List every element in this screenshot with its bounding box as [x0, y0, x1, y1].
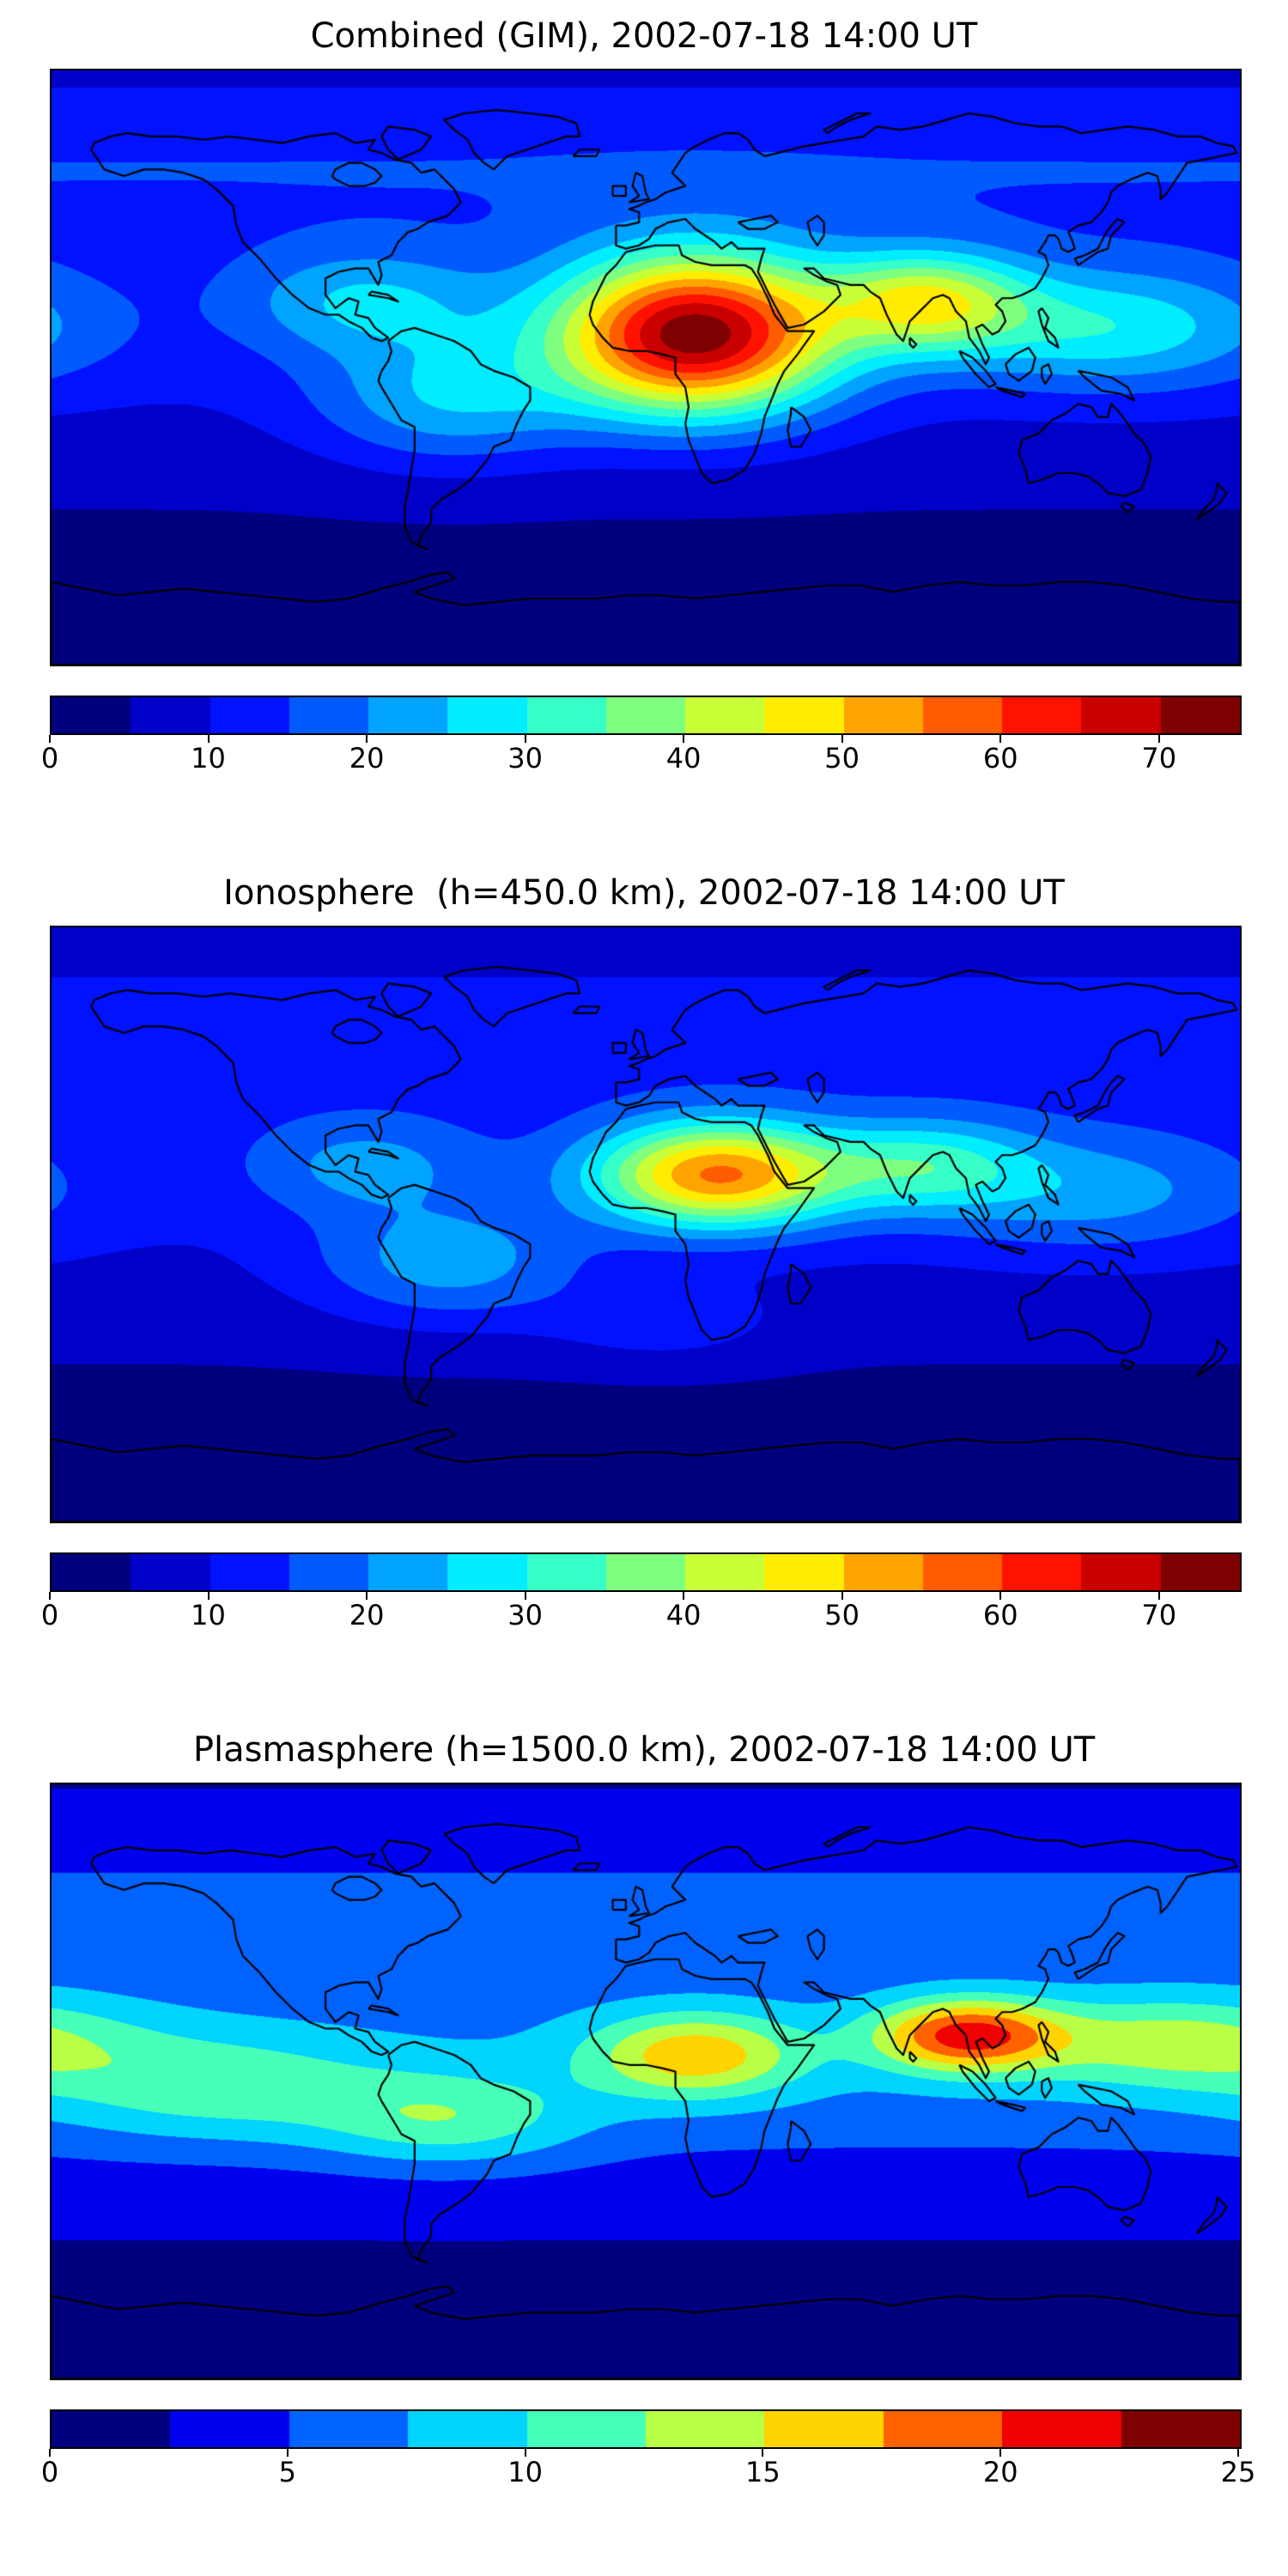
colorbar-tick-mark [524, 1592, 526, 1600]
map [50, 1783, 1242, 2380]
colorbar-tick-label: 40 [665, 742, 702, 775]
colorbar-tick-label: 50 [824, 1599, 860, 1631]
colorbar-tick-mark [49, 1592, 51, 1600]
colorbar-tick-mark [286, 2449, 289, 2457]
colorbar-tick-label: 15 [745, 2456, 781, 2488]
colorbar-tick-mark [999, 735, 1002, 743]
colorbar-tick-mark [207, 735, 210, 743]
figure: Combined (GIM), 2002-07-18 14:00 UT 0 10 2… [0, 0, 1288, 2488]
panel-title: Plasmasphere (h=1500.0 km), 2002-07-18 1… [192, 1730, 1096, 1770]
map-canvas [50, 1783, 1242, 2380]
colorbar-tick-mark [207, 1592, 210, 1600]
colorbar-tick-mark [1157, 1592, 1160, 1600]
colorbar-tick-mark [999, 2449, 1002, 2457]
colorbar-tick-mark [1157, 735, 1160, 743]
map-canvas [50, 926, 1242, 1523]
colorbar-tick-mark [524, 2449, 526, 2457]
panel-title: Combined (GIM), 2002-07-18 14:00 UT [310, 16, 978, 56]
map-canvas [50, 69, 1242, 666]
colorbar-tick-label: 60 [982, 742, 1018, 775]
colorbar: 0 10 20 30 40 50 60 70 [41, 1552, 1242, 1631]
panel-combined: Combined (GIM), 2002-07-18 14:00 UT 0 10 2… [0, 0, 1288, 775]
colorbar-tick-label: 0 [40, 2456, 59, 2488]
colorbar-tick-mark [1237, 2449, 1239, 2457]
colorbar-tick-label: 60 [982, 1599, 1018, 1631]
colorbar-tick-mark [841, 735, 843, 743]
colorbar-tick-label: 20 [982, 2456, 1018, 2488]
colorbar-tick-mark [762, 2449, 764, 2457]
panel-ionosphere: Ionosphere (h=450.0 km), 2002-07-18 14:0… [0, 857, 1288, 1631]
colorbar-tick-mark [49, 2449, 51, 2457]
colorbar-ticks: 0 5 10 15 20 25 [41, 2449, 1255, 2488]
colorbar-tick-label: 10 [191, 742, 226, 775]
colorbar-canvas [50, 2409, 1242, 2449]
colorbar: 0 10 20 30 40 50 60 70 [41, 696, 1242, 775]
colorbar-tick-label: 10 [191, 1599, 226, 1631]
colorbar-tick-label: 30 [507, 1599, 543, 1631]
colorbar-tick-mark [999, 1592, 1002, 1600]
colorbar-tick-label: 0 [40, 1599, 59, 1631]
colorbar-tick-mark [49, 735, 51, 743]
colorbar-tick-label: 20 [349, 1599, 385, 1631]
colorbar-tick-label: 40 [665, 1599, 702, 1631]
map [50, 69, 1242, 666]
colorbar-tick-label: 0 [40, 742, 59, 775]
colorbar-tick-mark [683, 1592, 685, 1600]
map [50, 926, 1242, 1523]
panel-plasmasphere: Plasmasphere (h=1500.0 km), 2002-07-18 1… [0, 1714, 1288, 2488]
colorbar-tick-mark [524, 735, 526, 743]
colorbar-tick-label: 70 [1141, 742, 1177, 775]
colorbar-tick-mark [683, 735, 685, 743]
colorbar-canvas [50, 696, 1242, 735]
colorbar-canvas [50, 1552, 1242, 1592]
colorbar-tick-mark [841, 1592, 843, 1600]
colorbar-ticks: 0 10 20 30 40 50 60 70 [41, 735, 1238, 775]
colorbar-tick-label: 5 [278, 2456, 296, 2488]
colorbar: 0 5 10 15 20 25 [41, 2409, 1255, 2488]
colorbar-tick-mark [366, 735, 368, 743]
colorbar-tick-label: 50 [824, 742, 860, 775]
colorbar-tick-label: 25 [1220, 2456, 1256, 2488]
colorbar-tick-label: 20 [349, 742, 385, 775]
colorbar-tick-label: 30 [507, 742, 543, 775]
panel-title: Ionosphere (h=450.0 km), 2002-07-18 14:0… [223, 873, 1065, 913]
colorbar-tick-mark [366, 1592, 368, 1600]
colorbar-ticks: 0 10 20 30 40 50 60 70 [41, 1592, 1238, 1631]
colorbar-tick-label: 10 [507, 2456, 543, 2488]
colorbar-tick-label: 70 [1141, 1599, 1177, 1631]
